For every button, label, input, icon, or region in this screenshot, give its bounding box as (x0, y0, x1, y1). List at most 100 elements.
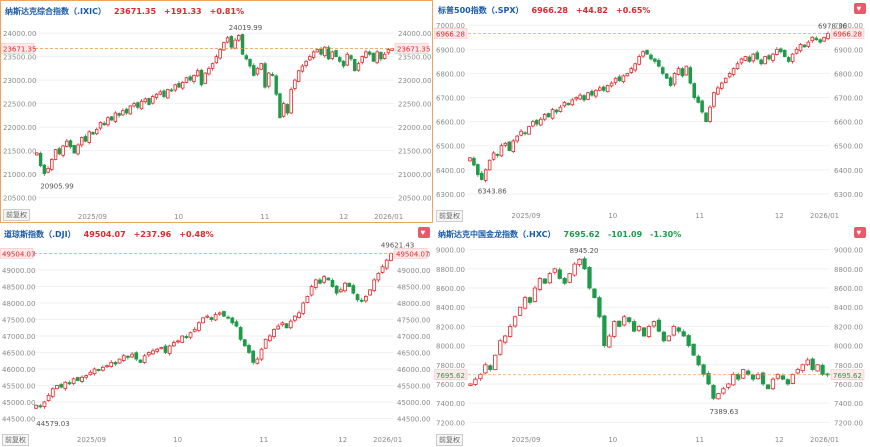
candle (389, 253, 393, 262)
adjust-button[interactable]: 前复权 (436, 210, 463, 222)
candle (547, 273, 552, 284)
candle (493, 354, 498, 370)
candle (213, 314, 218, 321)
y-tick-label: 8000.00 (834, 343, 863, 351)
candle (195, 70, 200, 77)
candle (330, 279, 335, 287)
x-tick-label: 2025/09 (511, 436, 540, 444)
y-tick-label: 7400.00 (834, 400, 863, 408)
heart-icon[interactable] (854, 3, 866, 14)
chart-panel-spx[interactable]: 标普500指数（.SPX） 6966.28 +44.82 +0.65% 7000… (434, 0, 870, 223)
candle (822, 36, 826, 42)
candlestick-chart[interactable]: 24000.00 24000.00 23500.00 23500.00 23000.00… (1, 1, 434, 224)
candle (138, 359, 143, 363)
candle (217, 312, 222, 315)
candle (169, 89, 174, 92)
candle (375, 51, 379, 64)
candle (360, 56, 364, 63)
heart-icon[interactable] (854, 227, 866, 238)
adjust-button[interactable]: 前复权 (436, 434, 463, 446)
candle (71, 378, 76, 384)
x-tick-label: 2025/09 (77, 436, 106, 444)
candlestick-chart[interactable]: 9000.00 9000.00 8800.00 8800.00 8600.00 8600.… (434, 224, 870, 447)
index-name[interactable]: 纳斯达克中国金龙指数（.HXC） (438, 229, 556, 239)
candlestick-chart[interactable]: 49500.0049500.0049000.0049000.0048500.00… (0, 224, 433, 447)
index-name[interactable]: 道琼斯指数（.DJI） (4, 229, 76, 239)
candle (67, 382, 72, 385)
candle (597, 297, 602, 318)
candle (222, 311, 226, 317)
candle (558, 106, 563, 112)
high-label: 24019.99 (229, 24, 262, 32)
candle (720, 82, 724, 89)
x-tick-label: 2025/09 (78, 213, 107, 221)
y-tick-label: 48000.00 (2, 300, 35, 308)
candle (562, 101, 567, 107)
chart-panel-dji[interactable]: 道琼斯指数（.DJI） 49504.07 +237.96 +0.48% 4950… (0, 224, 433, 447)
candle (760, 372, 766, 385)
candle (109, 116, 114, 121)
chart-panel-ixic[interactable]: 纳斯达克综合指数（.IXIC） 23671.35 +191.33 +0.81% … (0, 0, 433, 223)
y-tick-label: 46000.00 (2, 366, 35, 374)
candle (259, 348, 264, 360)
chart-panel-hxc[interactable]: 纳斯达克中国金龙指数（.HXC） 7695.62 -101.09 -1.30% … (434, 224, 870, 447)
y-tick-label: 8000.00 (436, 343, 465, 351)
candle (517, 306, 523, 316)
index-pct: +0.65% (615, 5, 651, 15)
candle (498, 340, 503, 355)
y-tick-label: 21500.00 (3, 148, 36, 156)
candle (712, 92, 716, 107)
candle (42, 401, 47, 407)
y-tick-label: 22000.00 (398, 124, 431, 132)
y-tick-label: 49000.00 (2, 267, 35, 275)
y-tick-label: 8200.00 (834, 323, 863, 331)
y-tick-label: 23500.00 (3, 54, 36, 62)
candle (818, 39, 822, 43)
candlestick-chart[interactable]: 7000.00 7000.00 6900.00 6900.00 6800.00 6800.… (434, 0, 870, 223)
candle (550, 109, 555, 119)
candle (139, 100, 144, 110)
y-tick-label: 6400.00 (834, 167, 863, 175)
candle (795, 369, 800, 374)
index-name[interactable]: 标普500指数（.SPX） (438, 5, 524, 15)
candle (775, 48, 779, 56)
x-tick-label: 11 (695, 436, 704, 444)
y-tick-label: 6500.00 (436, 143, 465, 151)
y-tick-label: 7600.00 (834, 381, 863, 389)
candle (207, 67, 211, 75)
y-tick-label: 22500.00 (398, 101, 431, 109)
candle (102, 122, 106, 126)
candle (666, 335, 671, 342)
candle (826, 33, 830, 40)
y-tick-label: 20500.00 (3, 195, 36, 203)
candle (478, 373, 483, 380)
y-tick-label: 7200.00 (834, 419, 863, 427)
index-name[interactable]: 纳斯达克综合指数（.IXIC） (5, 6, 107, 16)
candle (681, 331, 686, 337)
candle (355, 294, 360, 301)
candle (308, 56, 312, 61)
y-tick-label: 23000.00 (3, 77, 36, 85)
candle (653, 58, 657, 62)
candle (132, 103, 136, 107)
candle (91, 131, 95, 135)
adjust-button[interactable]: 前复权 (2, 434, 29, 446)
candle (158, 91, 162, 95)
candle (519, 130, 523, 136)
candle (800, 364, 805, 371)
candle (263, 63, 267, 88)
heart-icon[interactable] (418, 227, 430, 238)
candle (134, 352, 139, 360)
candle (743, 56, 748, 61)
candle (590, 90, 594, 96)
adjust-button[interactable]: 前复权 (3, 209, 30, 221)
y-tick-label: 9000.00 (834, 247, 863, 255)
candle (143, 98, 148, 103)
candle (83, 136, 88, 142)
low-label: 6343.86 (478, 187, 507, 195)
candle (598, 87, 602, 91)
candle (80, 137, 84, 146)
candle (300, 65, 305, 72)
candle (147, 98, 151, 105)
candle (527, 297, 533, 303)
